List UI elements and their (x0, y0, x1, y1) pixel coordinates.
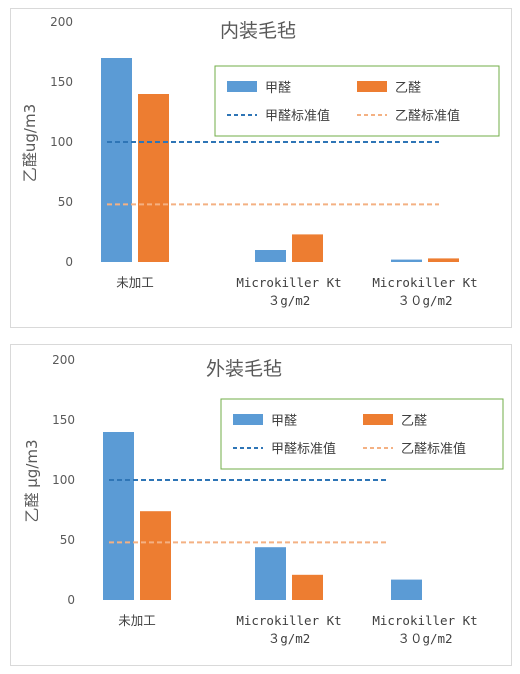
x-category-label: ３０g/m2 (397, 293, 452, 308)
legend-swatch (227, 81, 257, 92)
bar-formaldehyde (391, 259, 422, 262)
bar-formaldehyde (255, 250, 286, 262)
legend-label: 乙醛 (395, 80, 421, 96)
y-tick-label: 0 (65, 255, 73, 269)
y-axis-label: 乙醛 μg/m3 (23, 439, 41, 522)
bar-formaldehyde (101, 58, 132, 262)
y-tick-label: 200 (52, 353, 75, 367)
legend-swatch (357, 81, 387, 92)
x-category-label: Microkiller Kt (372, 613, 477, 628)
x-category-label: Microkiller Kt (236, 275, 341, 290)
x-category-label: 未加工 (116, 275, 154, 290)
x-category-label: ３g/m2 (268, 293, 311, 308)
legend-swatch (363, 414, 393, 425)
chart-title: 内装毛毡 (220, 20, 296, 42)
bar-formaldehyde (255, 547, 286, 600)
bar-formaldehyde (103, 432, 134, 600)
y-tick-label: 150 (52, 413, 75, 427)
x-category-label: Microkiller Kt (236, 613, 341, 628)
bar-acetaldehyde (292, 574, 323, 600)
legend-label: 乙醛 (401, 413, 427, 429)
bar-formaldehyde (391, 579, 422, 600)
y-tick-label: 50 (58, 195, 73, 209)
legend-label: 甲醛标准值 (271, 441, 336, 457)
chart-panel-interior-felt: 0 50 100 150 200 内装毛毡乙醛ug/m3 未加工 Microkiller Kt… (10, 8, 512, 328)
legend-box (220, 398, 504, 470)
x-category-label: 未加工 (118, 613, 156, 628)
legend-swatch (233, 414, 263, 425)
y-tick-label: 150 (50, 75, 73, 89)
y-tick-label: 50 (60, 533, 75, 547)
legend-label: 甲醛标准值 (265, 108, 330, 124)
bar-acetaldehyde (292, 234, 323, 262)
chart-title: 外装毛毡 (206, 358, 282, 380)
x-category-label: ３g/m2 (268, 631, 311, 646)
legend-label: 甲醛 (265, 80, 291, 96)
x-category-label: ３０g/m2 (397, 631, 452, 646)
legend-label: 乙醛标准值 (401, 441, 466, 457)
bar-acetaldehyde (140, 511, 171, 600)
y-tick-label: 100 (50, 135, 73, 149)
y-tick-label: 0 (67, 593, 75, 607)
y-tick-label: 200 (50, 15, 73, 29)
bar-acetaldehyde (138, 94, 169, 262)
y-axis-label: 乙醛ug/m3 (21, 104, 39, 182)
bar-acetaldehyde (428, 258, 459, 262)
y-tick-label: 100 (52, 473, 75, 487)
x-category-label: Microkiller Kt (372, 275, 477, 290)
chart-panel-exterior-felt: 0 50 100 150 200 外装毛毡乙醛 μg/m3 未加工 Microkiller K… (10, 344, 512, 666)
legend-label: 甲醛 (271, 413, 297, 429)
legend-label: 乙醛标准值 (395, 108, 460, 124)
legend-box (214, 65, 500, 137)
